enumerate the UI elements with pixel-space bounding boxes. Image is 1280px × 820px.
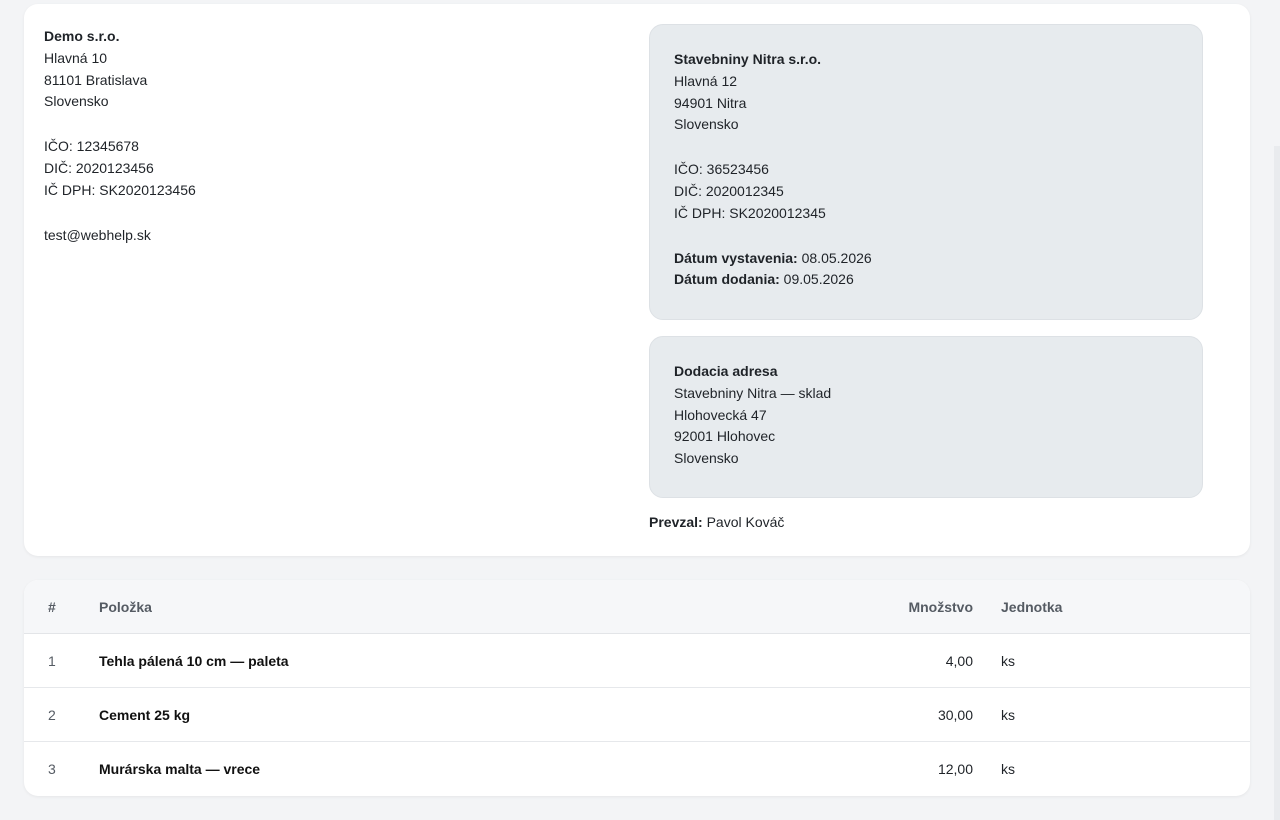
header-qty: Množstvo bbox=[773, 580, 1001, 634]
table-row: 3 Murárska malta — vrece 12,00 ks bbox=[24, 742, 1250, 796]
customer-country: Slovensko bbox=[674, 116, 739, 133]
row-num: 1 bbox=[24, 633, 99, 688]
supplier-info: Demo s.r.o. Hlavná 10 81101 Bratislava S… bbox=[44, 26, 196, 246]
row-item: Cement 25 kg bbox=[99, 687, 773, 742]
received-by-label: Prevzal: bbox=[649, 514, 703, 530]
supplier-icdph: IČ DPH: SK2020123456 bbox=[44, 181, 196, 198]
row-qty: 12,00 bbox=[937, 760, 973, 777]
supplier-ico: IČO: 12345678 bbox=[44, 138, 139, 155]
customer-street: Hlavná 12 bbox=[674, 72, 738, 89]
customer-dic: DIČ: 2020012345 bbox=[674, 182, 784, 199]
delivery-address-city: 92001 Hlohovec bbox=[674, 428, 776, 445]
received-by-value: Pavol Kováč bbox=[706, 514, 785, 530]
delivery-address-title: Dodacia adresa bbox=[674, 363, 778, 379]
row-item: Murárska malta — vrece bbox=[99, 760, 261, 777]
header-num: # bbox=[24, 580, 99, 634]
delivery-date-row: Dátum dodania: 09.05.2026 bbox=[674, 269, 1178, 291]
delivery-address-name: Stavebniny Nitra — sklad bbox=[674, 384, 832, 401]
supplier-country: Slovensko bbox=[44, 93, 109, 110]
delivery-date-label: Dátum dodania: bbox=[674, 271, 780, 288]
table-row: 1 Tehla pálená 10 cm — paleta 4,00 ks bbox=[24, 633, 1250, 688]
table-header-row: # Položka Množstvo Jednotka bbox=[24, 580, 1250, 634]
row-unit: ks bbox=[1001, 687, 1250, 742]
row-unit: ks bbox=[1001, 760, 1015, 777]
row-qty: 30,00 bbox=[773, 687, 1001, 742]
items-table-card: # Položka Množstvo Jednotka 1 Tehla pále… bbox=[24, 580, 1250, 796]
items-table: # Položka Množstvo Jednotka 1 Tehla pále… bbox=[24, 580, 1250, 795]
issue-date-row: Dátum vystavenia: 08.05.2026 bbox=[674, 248, 1178, 270]
delivery-address-box: Dodacia adresa Stavebniny Nitra — sklad … bbox=[649, 336, 1203, 498]
supplier-name: Demo s.r.o. bbox=[44, 28, 120, 44]
customer-icdph: IČ DPH: SK2020012345 bbox=[674, 204, 826, 221]
row-unit: ks bbox=[1001, 633, 1250, 688]
customer-box: Stavebniny Nitra s.r.o. Hlavná 12 94901 … bbox=[649, 24, 1203, 320]
delivery-note-header-card: Demo s.r.o. Hlavná 10 81101 Bratislava S… bbox=[24, 4, 1250, 556]
issue-date-label: Dátum vystavenia: bbox=[674, 249, 798, 266]
supplier-city: 81101 Bratislava bbox=[44, 71, 148, 88]
row-item: Tehla pálená 10 cm — paleta bbox=[99, 633, 773, 688]
row-qty: 4,00 bbox=[773, 633, 1001, 688]
row-num: 2 bbox=[24, 687, 99, 742]
supplier-email: test@webhelp.sk bbox=[44, 226, 151, 243]
header-item: Položka bbox=[99, 580, 773, 634]
customer-city: 94901 Nitra bbox=[674, 94, 747, 111]
header-unit: Jednotka bbox=[1001, 580, 1250, 634]
received-by: Prevzal: Pavol Kováč bbox=[649, 514, 784, 530]
table-row: 2 Cement 25 kg 30,00 ks bbox=[24, 687, 1250, 742]
issue-date-value: 08.05.2026 bbox=[801, 249, 872, 266]
delivery-address-street: Hlohovecká 47 bbox=[674, 406, 767, 423]
customer-ico: IČO: 36523456 bbox=[674, 161, 769, 178]
delivery-address-country: Slovensko bbox=[674, 450, 739, 467]
delivery-date-value: 09.05.2026 bbox=[783, 271, 854, 288]
page-scrollbar[interactable] bbox=[1274, 146, 1280, 820]
customer-name: Stavebniny Nitra s.r.o. bbox=[674, 51, 822, 67]
supplier-street: Hlavná 10 bbox=[44, 49, 108, 66]
supplier-dic: DIČ: 2020123456 bbox=[44, 159, 154, 176]
row-num: 3 bbox=[48, 760, 56, 777]
